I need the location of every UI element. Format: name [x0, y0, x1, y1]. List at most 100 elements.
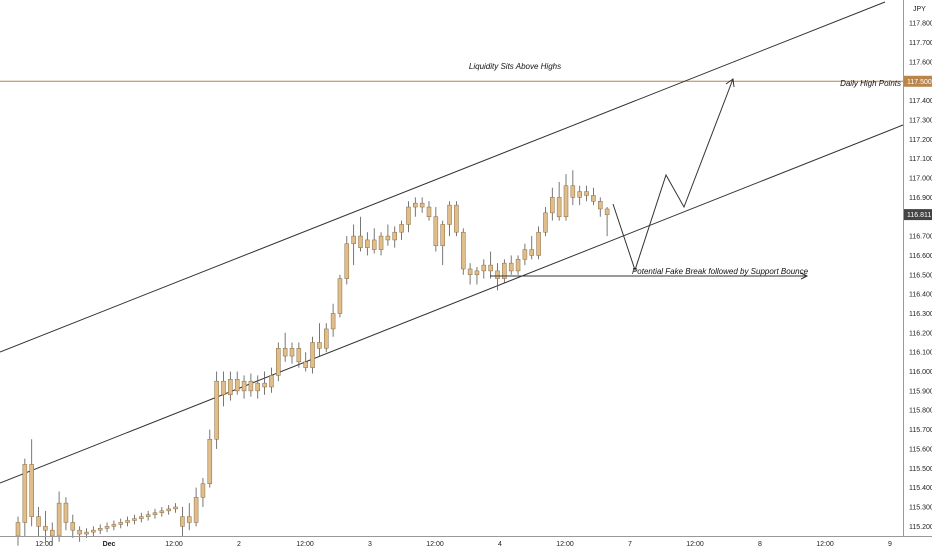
- candle-body: [406, 206, 411, 225]
- candle: [529, 236, 534, 260]
- candle-body: [282, 348, 288, 357]
- candle: [467, 263, 473, 285]
- candle-body: [522, 249, 528, 260]
- candle-body: [50, 529, 55, 537]
- time-tick-label: 4: [498, 541, 502, 548]
- candle: [413, 197, 418, 217]
- channel-lower-line[interactable]: [0, 124, 904, 484]
- ascending-channel[interactable]: [0, 1, 904, 484]
- projection-line[interactable]: [612, 78, 734, 272]
- level-price-tag-text: 117.500: [907, 79, 932, 86]
- price-axis[interactable]: JPY 117.800117.700117.600117.500117.4001…: [903, 0, 932, 536]
- candle-body: [426, 206, 432, 217]
- price-tick-label: 116.000: [909, 369, 932, 376]
- price-tick-label: 115.400: [909, 485, 932, 492]
- candle-body: [159, 510, 165, 514]
- candle: [337, 274, 343, 318]
- candle: [508, 255, 514, 275]
- time-tick-label: 7: [628, 541, 632, 548]
- time-tick-label: 2: [237, 541, 241, 548]
- support-ray[interactable]: [490, 272, 809, 280]
- candle-body: [214, 380, 219, 440]
- candle: [200, 477, 206, 507]
- candle: [536, 226, 541, 260]
- candle-body: [77, 529, 82, 535]
- price-tick-label: 115.800: [909, 408, 932, 415]
- candle-body: [536, 231, 541, 256]
- candle-body: [413, 202, 418, 208]
- candle-body: [508, 262, 514, 272]
- candle-body: [419, 202, 425, 208]
- price-tick-label: 115.200: [909, 524, 932, 531]
- candle-body: [145, 514, 151, 517]
- candle-body: [358, 235, 363, 248]
- currency-label: JPY: [913, 6, 926, 13]
- candle: [125, 516, 130, 527]
- candle: [433, 207, 439, 252]
- price-tick-label: 117.000: [909, 176, 932, 183]
- candle-body: [248, 380, 254, 392]
- current-price-tag-text: 116.811: [907, 212, 931, 219]
- candle-body: [433, 216, 439, 246]
- candle: [173, 503, 178, 513]
- candle-body: [56, 502, 62, 537]
- time-tick-label: Dec: [103, 541, 116, 548]
- annotation-liquidity[interactable]: Liquidity Sits Above Highs: [469, 62, 561, 71]
- candle: [392, 226, 397, 248]
- candle: [228, 371, 233, 401]
- candle: [139, 512, 144, 523]
- candle-body: [502, 262, 507, 279]
- time-tick-label: 8: [758, 541, 762, 548]
- candle: [406, 201, 411, 233]
- candle: [296, 342, 302, 368]
- candle-body: [392, 231, 397, 241]
- candle-body: [276, 348, 281, 376]
- candle: [22, 458, 28, 536]
- candle: [159, 506, 165, 517]
- candle-body: [228, 379, 233, 395]
- candle-body: [604, 208, 610, 216]
- price-tick-label: 116.400: [909, 292, 932, 299]
- candle-body: [15, 522, 21, 537]
- price-tick-label: 116.100: [909, 350, 932, 357]
- projection-path[interactable]: [612, 78, 735, 272]
- time-axis[interactable]: 12:00 Dec 12:00 2 12:00 3 12:00 4 12:00 7 12:00 8 12…: [0, 536, 932, 549]
- annotation-daily-high[interactable]: Daily High Points: [840, 79, 901, 88]
- candle-body: [63, 502, 69, 523]
- candle-body: [221, 380, 226, 395]
- support-ray-arrowhead: [800, 272, 809, 280]
- candle: [598, 197, 603, 217]
- price-tags: 117.500 116.811: [904, 75, 932, 221]
- candle: [344, 236, 350, 285]
- annotation-fake-break[interactable]: Potential Fake Break followed by Support…: [632, 267, 809, 276]
- candle: [378, 232, 384, 256]
- candle-body: [330, 313, 336, 330]
- candle-body: [570, 185, 576, 198]
- candle-body: [337, 278, 343, 314]
- candle-body: [111, 524, 117, 527]
- channel-upper-line[interactable]: [0, 1, 886, 353]
- price-tick-label: 116.500: [909, 272, 932, 279]
- candle-body: [324, 328, 329, 349]
- candle-body: [132, 518, 137, 521]
- candle: [447, 201, 452, 237]
- candle-body: [152, 512, 158, 515]
- candle: [234, 371, 240, 395]
- candle: [481, 259, 487, 279]
- candle: [303, 352, 308, 372]
- candle-body: [269, 375, 274, 388]
- candle: [515, 255, 521, 275]
- time-tick-label: 12:00: [165, 541, 183, 548]
- candle-body: [598, 200, 603, 210]
- candle: [584, 185, 589, 202]
- candle: [563, 174, 569, 221]
- price-tick-label: 115.500: [909, 466, 932, 473]
- candle-body: [556, 197, 562, 217]
- candle: [241, 375, 247, 399]
- candle-body: [139, 516, 144, 519]
- price-tick-label: 116.200: [909, 330, 932, 337]
- plot-area[interactable]: Liquidity Sits Above Highs Daily High Po…: [0, 1, 904, 546]
- candle-body: [467, 268, 473, 276]
- candle-body: [371, 239, 377, 250]
